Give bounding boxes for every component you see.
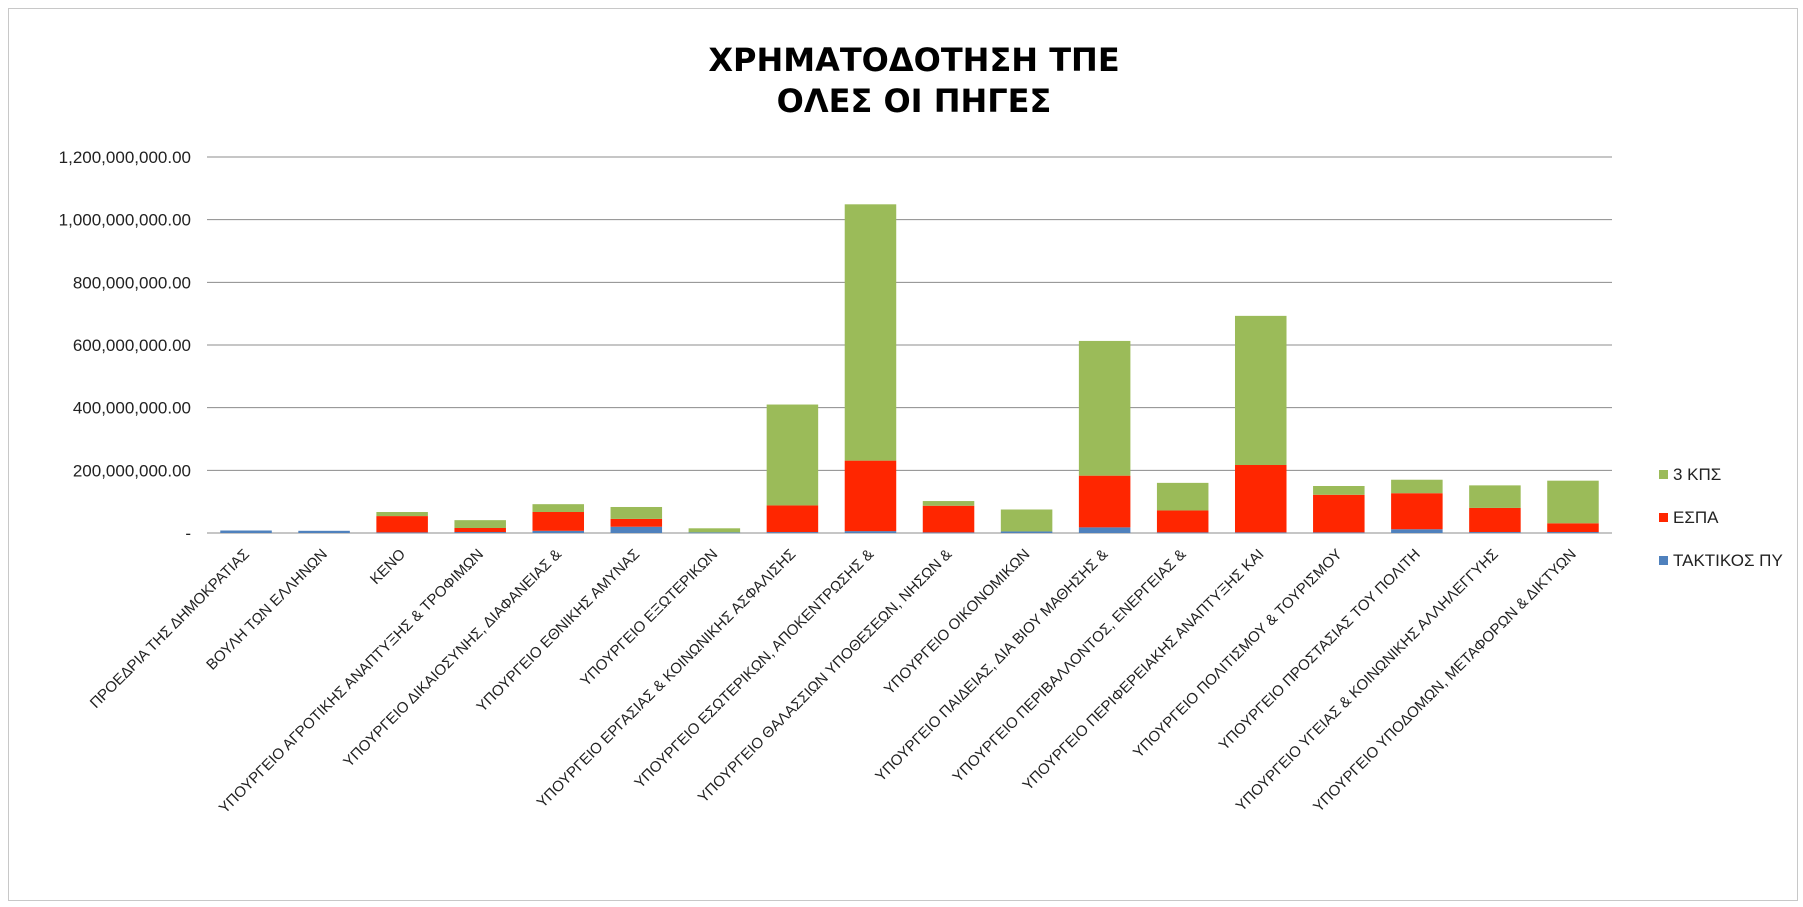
bar-segment: [1000, 509, 1053, 532]
chart: ΧΡΗΜΑΤΟΔΟΤΗΣΗ ΤΠΕ ΟΛΕΣ ΟΙ ΠΗΓΕΣ - 200,000…: [59, 41, 1783, 817]
bar-segment: [376, 532, 428, 534]
bar-segment: [766, 404, 819, 506]
bar-segment: [376, 516, 428, 533]
bar-segment: [1000, 531, 1053, 533]
y-tick-label: 200,000,000.00: [73, 461, 191, 480]
y-tick-label: 800,000,000.00: [73, 273, 191, 292]
bar-segment: [766, 505, 819, 533]
bar-segment: [454, 520, 506, 528]
bar-segment: [532, 530, 585, 533]
x-category-label: ΚΕΝΟ: [367, 546, 409, 588]
legend-swatch: [1659, 470, 1668, 479]
legend-label: ΤΑΚΤΙΚΟΣ ΠΥ: [1673, 551, 1783, 570]
legend-swatch: [1659, 513, 1668, 522]
bar-segment: [1078, 475, 1131, 528]
bar-segment: [532, 512, 585, 531]
bar-segment: [688, 528, 741, 533]
bar-segment: [1078, 340, 1131, 476]
x-category-label: ΥΠΟΥΡΓΕΙΟ ΥΓΕΙΑΣ & ΚΟΙΝΩΝΙΚΗΣ ΑΛΛΗΛΕΓΓΥΗ…: [1233, 546, 1502, 815]
y-tick-label: -: [185, 524, 191, 543]
gridlines: [207, 156, 1612, 534]
bar-segment: [610, 526, 663, 533]
bar-segment: [1469, 485, 1521, 508]
bar-segment: [844, 460, 897, 532]
bar-segment: [610, 506, 663, 519]
bar-segment: [1078, 527, 1131, 533]
bar-segment: [454, 532, 506, 533]
bar-segment: [1234, 532, 1287, 534]
bar-segment: [1156, 532, 1209, 534]
bar-segment: [766, 532, 819, 533]
legend: 3 ΚΠΣ ΕΣΠΑ ΤΑΚΤΙΚΟΣ ΠΥ: [1659, 465, 1783, 570]
bar-segment: [1156, 510, 1209, 533]
legend-swatch: [1659, 556, 1668, 565]
x-category-label: ΠΡΟΕΔΡΙΑ ΤΗΣ ΔΗΜΟΚΡΑΤΙΑΣ: [87, 546, 253, 712]
bars: [220, 204, 1599, 534]
x-category-label: ΥΠΟΥΡΓΕΙΟ ΕΡΓΑΣΙΑΣ & ΚΟΙΝΩΝΙΚΗΣ ΑΣΦΑΛΙΣΗ…: [534, 546, 800, 812]
y-tick-label: 1,200,000,000.00: [59, 148, 191, 167]
x-category-label: ΥΠΟΥΡΓΕΙΟ ΟΙΚΟΝΟΜΙΚΩΝ: [881, 546, 1033, 698]
bar-segment: [1547, 532, 1599, 533]
bar-segment: [1547, 480, 1599, 524]
legend-label: 3 ΚΠΣ: [1673, 465, 1721, 484]
bar-segment: [844, 204, 897, 461]
chart-title-line-2: ΟΛΕΣ ΟΙ ΠΗΓΕΣ: [777, 82, 1052, 120]
bar-segment: [1391, 529, 1443, 533]
bar-segment: [1391, 479, 1443, 494]
x-category-label: ΥΠΟΥΡΓΕΙΟ ΕΞΩΤΕΡΙΚΩΝ: [577, 546, 721, 690]
y-tick-label: 1,000,000,000.00: [59, 211, 191, 230]
bar-segment: [610, 518, 663, 527]
legend-label: ΕΣΠΑ: [1673, 508, 1719, 527]
bar-segment: [1391, 493, 1443, 530]
bar-segment: [844, 531, 897, 533]
bar-segment: [922, 501, 975, 506]
y-tick-label: 600,000,000.00: [73, 336, 191, 355]
bar-segment: [1547, 523, 1599, 533]
bar-segment: [1234, 315, 1287, 466]
bar-segment: [1234, 465, 1287, 533]
bar-segment: [298, 530, 350, 533]
bar-segment: [1156, 482, 1209, 511]
bar-segment: [1469, 532, 1521, 533]
bar-segment: [532, 504, 585, 513]
bar-segment: [220, 530, 272, 533]
chart-frame: ΧΡΗΜΑΤΟΔΟΤΗΣΗ ΤΠΕ ΟΛΕΣ ΟΙ ΠΗΓΕΣ - 200,000…: [8, 8, 1798, 901]
bar-segment: [454, 527, 506, 533]
bar-segment: [688, 532, 741, 534]
bar-segment: [1313, 486, 1365, 495]
x-category-label: ΥΠΟΥΡΓΕΙΟ ΕΘΝΙΚΗΣ ΑΜΥΝΑΣ: [473, 546, 643, 716]
bar-segment: [1469, 507, 1521, 533]
bar-segment: [922, 505, 975, 533]
x-category-label: ΥΠΟΥΡΓΕΙΟ ΑΓΡΟΤΙΚΗΣ ΑΝΑΠΤΥΞΗΣ & ΤΡΟΦΙΜΩΝ: [216, 546, 487, 817]
y-tick-label: 400,000,000.00: [73, 399, 191, 418]
bar-segment: [1313, 494, 1365, 533]
bar-segment: [922, 532, 975, 534]
chart-title-line-1: ΧΡΗΜΑΤΟΔΟΤΗΣΗ ΤΠΕ: [708, 41, 1119, 79]
x-category-label: ΥΠΟΥΡΓΕΙΟ ΥΠΟΔΟΜΩΝ, ΜΕΤΑΦΟΡΩΝ & ΔΙΚΤΥΩΝ: [1310, 546, 1580, 816]
bar-segment: [376, 512, 428, 517]
y-axis-ticks: - 200,000,000.00 400,000,000.00 600,000,000…: [59, 148, 191, 543]
bar-segment: [1313, 532, 1365, 534]
